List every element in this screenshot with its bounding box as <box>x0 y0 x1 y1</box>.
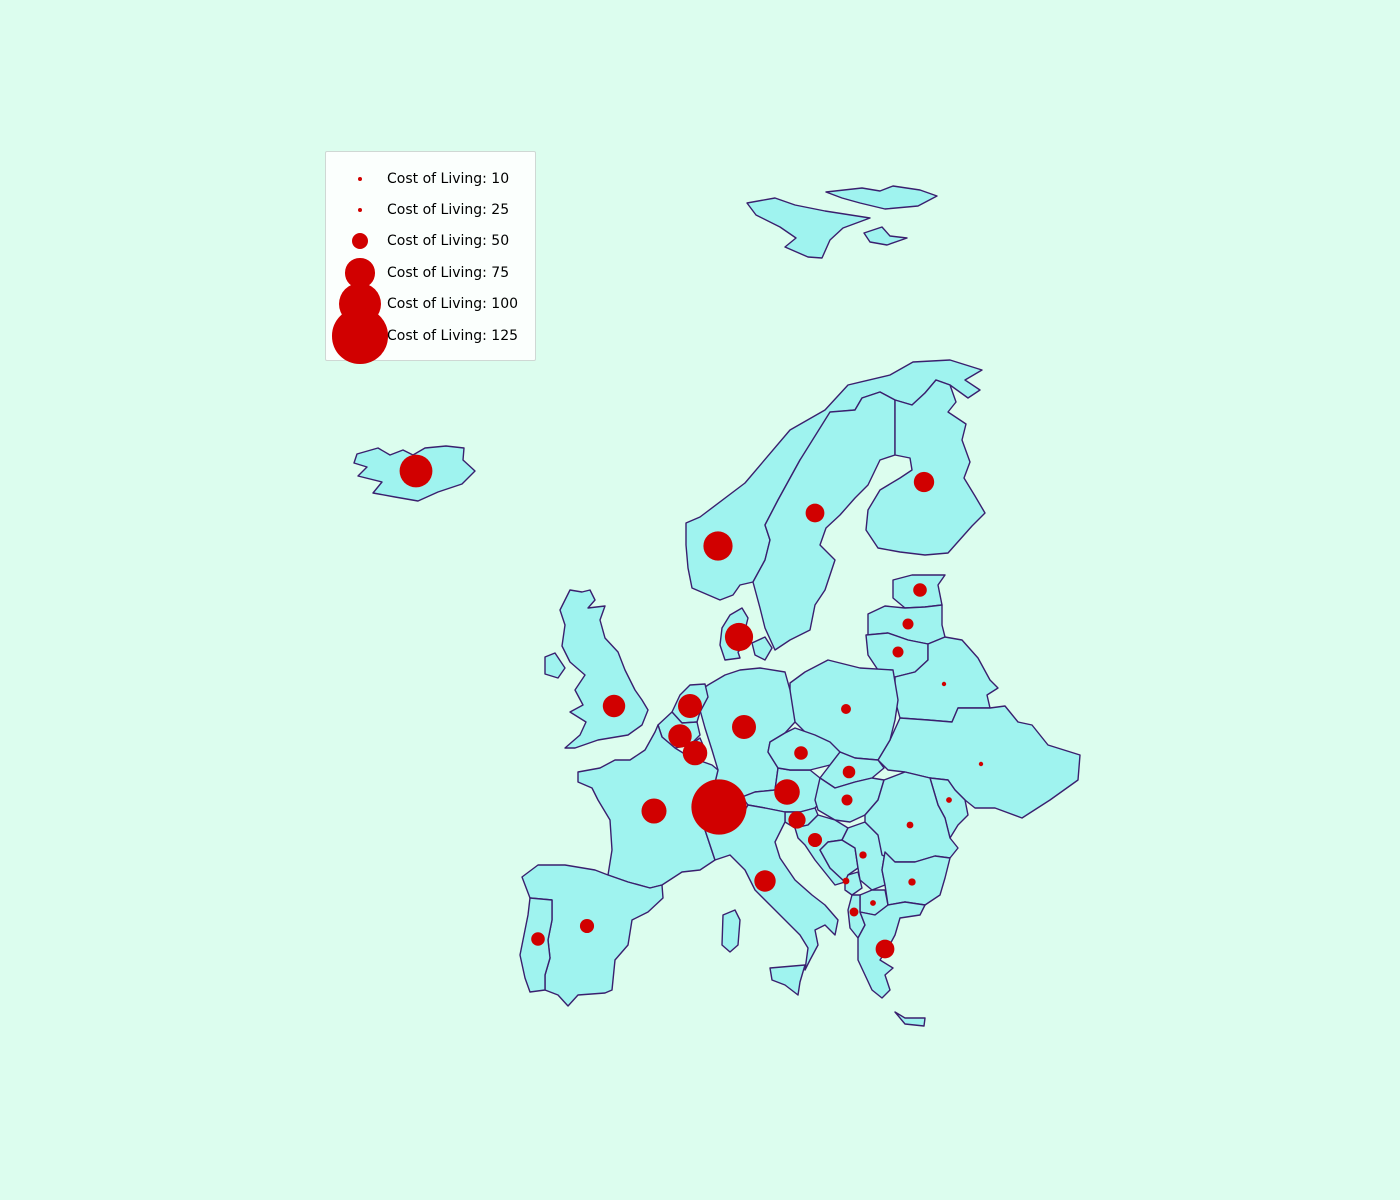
cost-bubbles <box>399 454 984 959</box>
bubble-north-macedonia <box>870 900 876 906</box>
ukraine-shape <box>877 705 1081 819</box>
bubble-austria <box>774 779 800 805</box>
bubble-germany <box>732 715 756 739</box>
bubble-iceland <box>399 454 433 488</box>
legend-marker <box>332 308 388 364</box>
legend-marker <box>357 207 363 213</box>
legend-label: Cost of Living: 75 <box>387 265 510 281</box>
svalbard-island-shape <box>863 226 908 246</box>
ireland-shape <box>544 652 566 679</box>
legend-label: Cost of Living: 50 <box>387 233 510 249</box>
bubble-moldova <box>946 797 952 803</box>
montenegro-shape <box>844 871 863 896</box>
crete-shape <box>894 1011 926 1027</box>
bubble-spain <box>579 918 595 934</box>
legend-label: Cost of Living: 100 <box>387 296 519 312</box>
bubble-united-kingdom <box>602 694 626 718</box>
legend-marker <box>357 176 363 182</box>
legend-marker <box>345 258 375 288</box>
legend-entry-50: Cost of Living: 50 <box>326 229 535 257</box>
svalbard-shape <box>746 197 871 259</box>
legend-label: Cost of Living: 10 <box>387 171 510 187</box>
bubble-switzerland <box>691 779 747 835</box>
legend-marker <box>351 232 369 250</box>
bubble-denmark <box>724 622 754 652</box>
legend-label: Cost of Living: 125 <box>387 328 519 344</box>
bubble-slovakia <box>842 765 856 779</box>
finland-shape <box>865 379 986 556</box>
bubble-romania <box>906 821 914 829</box>
legend-entry-125: Cost of Living: 125 <box>326 308 535 364</box>
bubble-norway <box>703 531 733 561</box>
bubble-finland <box>913 471 935 493</box>
legend-label: Cost of Living: 25 <box>387 202 510 218</box>
uk-shape <box>559 589 649 749</box>
bubble-italy <box>754 870 776 892</box>
sicily-shape <box>769 964 806 996</box>
bubble-lithuania <box>892 646 904 658</box>
greece-shape <box>857 901 926 999</box>
bubble-hungary <box>841 794 853 806</box>
legend: Cost of Living: 10 Cost of Living: 25 Cost… <box>325 151 536 364</box>
bubble-estonia <box>913 583 927 597</box>
legend-entry-25: Cost of Living: 25 <box>326 198 535 226</box>
bubble-serbia <box>859 851 867 859</box>
bubble-belarus <box>941 681 947 687</box>
bubble-bulgaria <box>908 878 916 886</box>
bubble-latvia <box>902 618 914 630</box>
legend-entry-10: Cost of Living: 10 <box>326 167 535 195</box>
bubble-croatia <box>807 832 823 848</box>
bubble-netherlands <box>678 694 702 718</box>
bubble-slovenia <box>788 811 806 829</box>
sardinia-shape <box>721 909 741 953</box>
bubble-czechia <box>794 746 808 760</box>
denmark-zealand-shape <box>751 636 773 661</box>
country-shapes <box>353 185 1081 1027</box>
bubble-belgium <box>668 724 692 748</box>
bubble-bosnia-and-herzegovina <box>842 877 850 885</box>
bubble-greece <box>875 939 895 959</box>
bubble-france <box>641 798 667 824</box>
legend-entry-75: Cost of Living: 75 <box>326 258 535 289</box>
svalbard-east-shape <box>825 185 938 210</box>
bubble-sweden <box>805 503 825 523</box>
bubble-ukraine <box>978 761 984 767</box>
bubble-poland <box>841 704 851 714</box>
bubble-portugal <box>531 932 545 946</box>
bubble-montenegro <box>849 907 859 917</box>
bubble-luxembourg <box>682 740 708 766</box>
